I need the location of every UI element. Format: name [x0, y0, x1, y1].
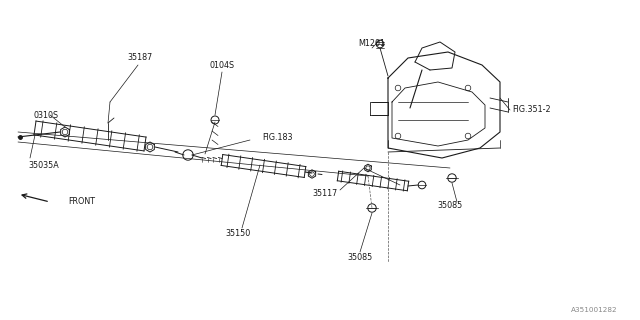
Text: 0310S: 0310S — [34, 110, 59, 119]
Text: 35187: 35187 — [127, 52, 152, 61]
Text: 35035A: 35035A — [28, 161, 59, 170]
Text: 35117: 35117 — [313, 189, 338, 198]
Text: 0104S: 0104S — [209, 61, 235, 70]
Text: FIG.183: FIG.183 — [262, 133, 292, 142]
Text: A351001282: A351001282 — [572, 307, 618, 313]
Text: FRONT: FRONT — [68, 197, 95, 206]
Text: 35085: 35085 — [437, 202, 463, 211]
Text: 35085: 35085 — [348, 253, 372, 262]
Text: FIG.351-2: FIG.351-2 — [512, 106, 550, 115]
Text: M1201: M1201 — [358, 39, 385, 49]
Text: 35150: 35150 — [225, 228, 251, 237]
